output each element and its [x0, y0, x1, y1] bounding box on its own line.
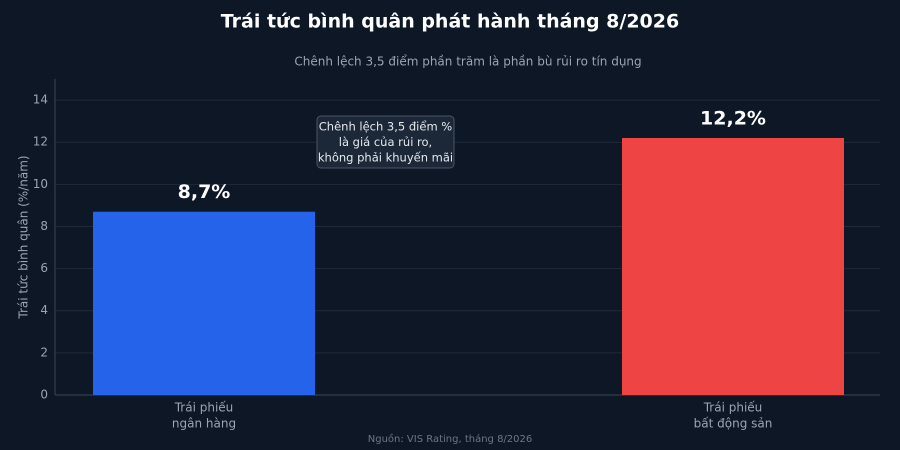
y-tick-label: 14	[33, 93, 48, 107]
value-label: 8,7%	[178, 181, 231, 203]
y-tick-label: 2	[40, 345, 48, 359]
x-tick-label: bất động sản	[694, 417, 773, 431]
annotation-text: không phải khuyến mãi	[318, 151, 453, 165]
y-axis-label: Trái tức bình quân (%/năm)	[17, 155, 31, 319]
x-tick-label: Trái phiếu	[703, 401, 763, 415]
chart-title: Trái tức bình quân phát hành tháng 8/202…	[221, 11, 679, 33]
source-note: Nguồn: VIS Rating, tháng 8/2026	[368, 433, 533, 445]
y-tick-label: 4	[40, 303, 48, 317]
x-tick-label: ngân hàng	[172, 417, 236, 431]
y-tick-label: 12	[33, 135, 48, 149]
bar	[622, 137, 844, 395]
bar	[93, 211, 315, 395]
y-tick-label: 8	[40, 219, 48, 233]
annotation-box	[316, 115, 455, 169]
chart-subtitle: Chênh lệch 3,5 điểm phần trăm là phần bù…	[294, 55, 641, 69]
annotation-text: Chênh lệch 3,5 điểm %	[319, 120, 453, 134]
x-tick-label: Trái phiếu	[174, 401, 234, 415]
y-tick-label: 10	[33, 177, 48, 191]
y-tick-label: 0	[40, 388, 48, 402]
value-label: 12,2%	[700, 107, 766, 129]
annotation-text: là giá của rủi ro,	[339, 135, 432, 149]
y-tick-label: 6	[40, 261, 48, 275]
